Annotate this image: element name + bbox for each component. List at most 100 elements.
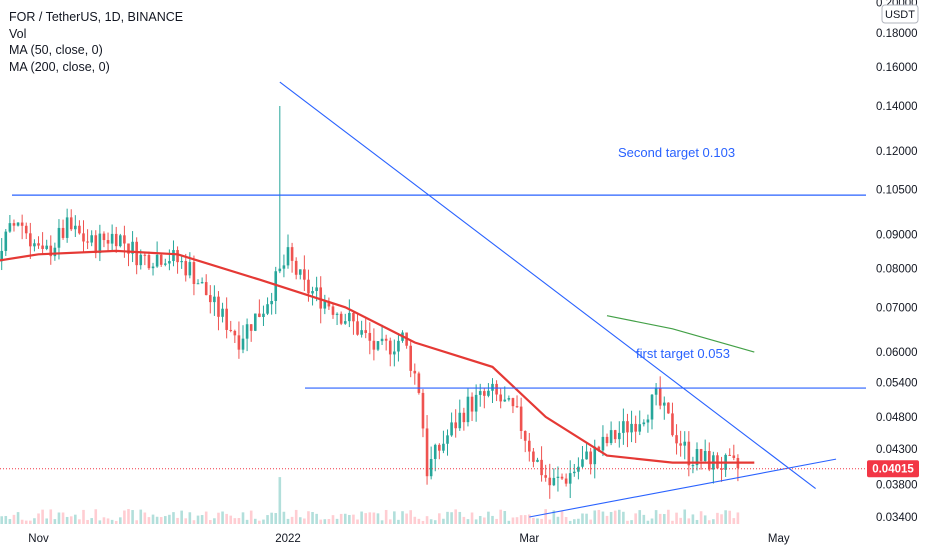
volume-bar	[102, 517, 106, 524]
price-tick-label: 0.14000	[876, 101, 918, 113]
volume-bar	[29, 520, 32, 524]
volume-bar	[196, 515, 200, 524]
candle-body	[204, 282, 208, 296]
price-tick-label: 0.05400	[876, 378, 918, 390]
volume-bar	[110, 519, 114, 524]
volume-bar	[695, 519, 699, 524]
ma200-indicator-label[interactable]: MA (200, close, 0)	[9, 59, 110, 74]
candlesticks	[0, 105, 740, 499]
volume-bar	[380, 520, 384, 524]
candle-body	[8, 223, 12, 232]
price-axis[interactable]: 0.200000.180000.160000.140000.120000.105…	[866, 0, 932, 528]
volume-bar	[213, 518, 216, 524]
candle-body	[388, 340, 392, 355]
volume-bar	[581, 513, 584, 524]
volume-bar	[384, 509, 388, 524]
candle-body	[413, 370, 417, 374]
candle-body	[478, 391, 482, 395]
candle-body	[409, 345, 412, 371]
volume-bar	[679, 517, 682, 524]
candle-body	[29, 233, 32, 247]
volume-bar	[523, 515, 527, 524]
horizontal-target-lines[interactable]	[12, 194, 866, 389]
volume-bar	[168, 514, 171, 524]
volume-bar	[650, 518, 654, 524]
volume-bar	[74, 514, 77, 524]
volume-bar	[78, 519, 81, 524]
volume-bar	[229, 515, 233, 524]
ma50-indicator-label[interactable]: MA (50, close, 0)	[9, 43, 103, 57]
candle-body	[544, 475, 547, 478]
candle-body	[12, 223, 16, 226]
candle-body	[241, 338, 245, 350]
candle-body	[123, 235, 126, 244]
candle-body	[671, 413, 674, 436]
volume-bar	[552, 510, 556, 524]
volume-bar	[397, 519, 400, 524]
volume-bar	[585, 513, 588, 524]
candle-body	[601, 436, 605, 451]
first-target-label: first target 0.053	[636, 346, 730, 361]
price-tick-label: 0.09000	[876, 229, 918, 241]
candle-body	[687, 441, 691, 466]
volume-bar	[90, 518, 93, 524]
candle-body	[61, 227, 65, 238]
volume-bar	[339, 513, 343, 524]
candle-body	[519, 406, 523, 431]
candle-body	[703, 450, 707, 462]
volume-bar	[4, 515, 8, 524]
candle-body	[41, 245, 44, 249]
candle-body	[511, 398, 515, 407]
volume-bar	[155, 516, 159, 524]
candle-body	[262, 313, 265, 317]
candle-body	[495, 383, 498, 395]
volume-bar	[617, 509, 621, 524]
candle-body	[617, 432, 621, 440]
candle-body	[323, 301, 327, 309]
volume-bar	[642, 514, 646, 524]
volume-bar	[736, 512, 740, 524]
volume-bars	[0, 477, 740, 524]
candle-body	[646, 419, 650, 423]
time-axis[interactable]: SepNov2022MarMayJulSep	[0, 528, 932, 550]
price-tick-label: 0.03400	[876, 512, 918, 524]
candle-body	[507, 398, 511, 400]
currency-badge[interactable]	[881, 4, 919, 24]
volume-bar	[413, 516, 417, 524]
candle-body	[707, 450, 711, 470]
volume-bar	[114, 520, 118, 524]
volume-bar	[237, 518, 241, 524]
volume-bar	[94, 509, 98, 524]
candle-body	[609, 430, 613, 444]
candle-body	[147, 255, 151, 269]
volume-bar	[258, 520, 261, 524]
vol-indicator-label[interactable]: Vol	[9, 26, 27, 41]
candle-body	[356, 321, 359, 335]
candle-body	[290, 247, 294, 261]
candle-body	[360, 330, 363, 335]
price-tick-label: 0.10500	[876, 185, 918, 197]
price-tick-label: 0.08000	[876, 264, 918, 276]
volume-bar	[707, 520, 711, 524]
symbol-title[interactable]: FOR / TetherUS, 1D, BINANCE	[9, 10, 184, 24]
volume-bar	[41, 509, 44, 524]
trendlines[interactable]	[279, 81, 837, 518]
volume-bar	[568, 520, 572, 524]
volume-bar	[12, 514, 16, 524]
candle-body	[462, 412, 466, 423]
candle-body	[560, 476, 564, 479]
volume-bar	[57, 512, 61, 524]
volume-bar	[61, 512, 65, 524]
candle-body	[556, 476, 560, 478]
volume-bar	[409, 510, 412, 524]
candle-body	[303, 269, 306, 280]
candle-body	[720, 468, 723, 470]
volume-bar	[82, 509, 85, 524]
candle-body	[622, 421, 625, 433]
candle-body	[196, 283, 200, 285]
candle-body	[33, 243, 36, 247]
candle-body	[364, 330, 368, 333]
candle-body	[164, 263, 167, 265]
volume-bar	[405, 513, 408, 524]
